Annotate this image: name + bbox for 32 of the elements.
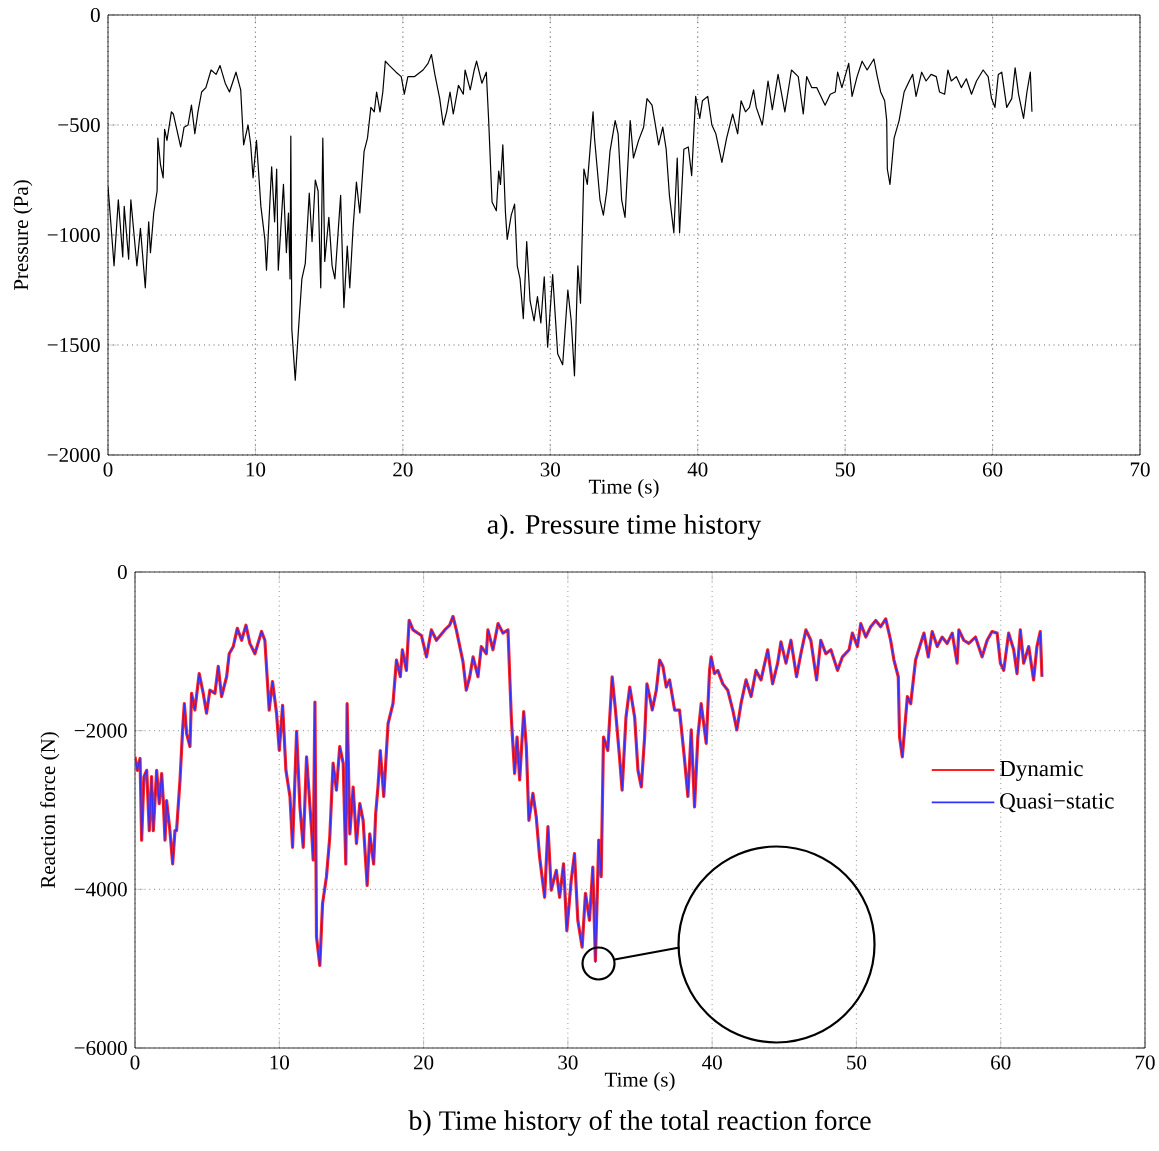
y-tick-label: −4000 <box>74 882 127 897</box>
x-tick-label: 10 <box>270 1055 289 1070</box>
x-tick-label: 40 <box>687 462 708 477</box>
x-tick-label: 70 <box>1135 1055 1155 1070</box>
y-tick-label: −1500 <box>47 337 100 353</box>
y-tick-label: −2000 <box>47 447 100 463</box>
x-tick-label: 40 <box>702 1055 722 1070</box>
y-tick-label: −6000 <box>74 1040 127 1056</box>
legend-label: Quasi−static <box>1000 793 1114 813</box>
x-tick-label: 30 <box>540 462 560 477</box>
x-tick-label: 10 <box>246 462 266 477</box>
y-axis-title: Reaction force (N) <box>40 732 60 889</box>
x-axis-title: Time (s) <box>588 478 659 498</box>
y-tick-label: 0 <box>90 7 100 23</box>
x-tick-label: 70 <box>1130 462 1150 477</box>
x-tick-label: 60 <box>991 1055 1011 1070</box>
x-tick-label: 30 <box>558 1055 578 1070</box>
x-tick-label: 20 <box>413 1055 434 1070</box>
y-axis-title: Pressure (Pa) <box>13 180 33 291</box>
x-tick-label: 0 <box>130 1055 140 1070</box>
x-axis-title: Time (s) <box>604 1071 675 1091</box>
x-tick-label: 50 <box>847 1055 867 1070</box>
y-tick-label: −2000 <box>74 723 127 738</box>
text: a). Pressure time history <box>487 514 762 540</box>
text: b) Time history of the total reaction force <box>408 1110 871 1136</box>
y-tick-label: −1000 <box>47 227 100 243</box>
legend-label: Dynamic <box>999 760 1083 782</box>
x-tick-label: 50 <box>835 462 855 477</box>
x-tick-label: 20 <box>393 462 413 477</box>
x-tick-label: 60 <box>982 462 1003 477</box>
y-tick-label: −500 <box>58 117 100 133</box>
y-tick-label: 0 <box>117 564 127 580</box>
